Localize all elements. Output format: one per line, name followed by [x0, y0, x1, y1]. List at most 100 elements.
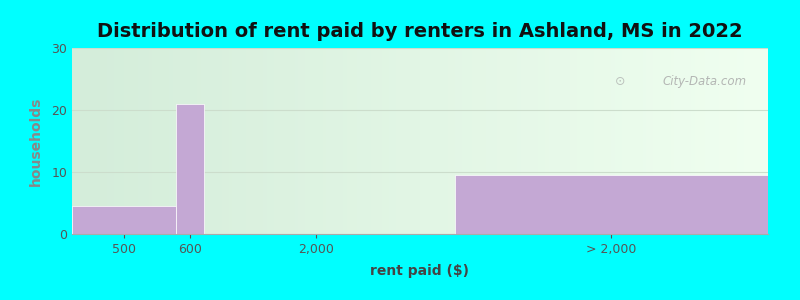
Bar: [462, 48, 466, 234]
Bar: [72, 48, 75, 234]
Bar: [577, 48, 580, 234]
Bar: [611, 48, 615, 234]
X-axis label: rent paid ($): rent paid ($): [370, 264, 470, 278]
Bar: [386, 48, 389, 234]
Bar: [145, 48, 149, 234]
Bar: [510, 48, 514, 234]
Bar: [674, 48, 678, 234]
Bar: [531, 48, 535, 234]
Bar: [758, 48, 761, 234]
Bar: [750, 48, 754, 234]
Bar: [712, 48, 716, 234]
Bar: [170, 48, 173, 234]
Bar: [124, 48, 128, 234]
Bar: [410, 48, 413, 234]
Bar: [79, 48, 82, 234]
Bar: [131, 48, 134, 234]
Bar: [737, 48, 740, 234]
Bar: [670, 48, 674, 234]
Bar: [685, 48, 688, 234]
Bar: [476, 48, 479, 234]
Bar: [695, 48, 698, 234]
Bar: [138, 48, 142, 234]
Bar: [110, 48, 114, 234]
Bar: [152, 48, 155, 234]
Bar: [486, 48, 490, 234]
Bar: [698, 48, 702, 234]
Bar: [518, 48, 521, 234]
Bar: [503, 48, 507, 234]
Bar: [598, 48, 601, 234]
Bar: [250, 48, 253, 234]
Bar: [270, 48, 274, 234]
Bar: [75, 48, 79, 234]
Bar: [274, 48, 278, 234]
Bar: [392, 48, 396, 234]
Bar: [681, 48, 685, 234]
Bar: [239, 48, 242, 234]
Bar: [263, 48, 267, 234]
Bar: [636, 48, 639, 234]
Bar: [305, 48, 309, 234]
Bar: [441, 48, 444, 234]
Bar: [427, 48, 430, 234]
Bar: [93, 48, 96, 234]
Bar: [128, 48, 131, 234]
Bar: [190, 48, 194, 234]
Bar: [399, 48, 402, 234]
Bar: [413, 48, 417, 234]
Bar: [642, 48, 646, 234]
Bar: [497, 48, 500, 234]
Bar: [198, 48, 201, 234]
Bar: [350, 48, 354, 234]
Bar: [330, 48, 333, 234]
Bar: [765, 48, 768, 234]
Bar: [302, 48, 305, 234]
Bar: [650, 48, 653, 234]
Bar: [82, 48, 86, 234]
Bar: [107, 48, 110, 234]
Bar: [525, 48, 528, 234]
Bar: [242, 48, 246, 234]
Bar: [538, 48, 542, 234]
Bar: [629, 48, 632, 234]
Bar: [402, 48, 406, 234]
Bar: [368, 48, 371, 234]
Bar: [761, 48, 765, 234]
Bar: [337, 48, 340, 234]
Bar: [601, 48, 605, 234]
Bar: [521, 48, 525, 234]
Bar: [194, 48, 198, 234]
Bar: [417, 48, 420, 234]
Bar: [653, 48, 657, 234]
Bar: [214, 48, 218, 234]
Bar: [562, 48, 566, 234]
Bar: [149, 48, 152, 234]
Bar: [159, 48, 162, 234]
Bar: [722, 48, 726, 234]
Bar: [688, 48, 691, 234]
Bar: [322, 48, 326, 234]
Bar: [451, 48, 454, 234]
Bar: [298, 48, 302, 234]
Bar: [466, 48, 469, 234]
Bar: [396, 48, 399, 234]
Bar: [166, 48, 170, 234]
Bar: [326, 48, 330, 234]
Bar: [570, 48, 573, 234]
Bar: [378, 48, 382, 234]
Bar: [100, 48, 103, 234]
Bar: [430, 48, 434, 234]
Bar: [719, 48, 722, 234]
Bar: [291, 48, 294, 234]
Bar: [618, 48, 622, 234]
Bar: [514, 48, 518, 234]
Bar: [542, 48, 546, 234]
Bar: [235, 48, 239, 234]
Bar: [201, 48, 204, 234]
Bar: [657, 48, 660, 234]
Bar: [211, 48, 214, 234]
Bar: [490, 48, 493, 234]
Bar: [72, 206, 176, 234]
Bar: [438, 48, 441, 234]
